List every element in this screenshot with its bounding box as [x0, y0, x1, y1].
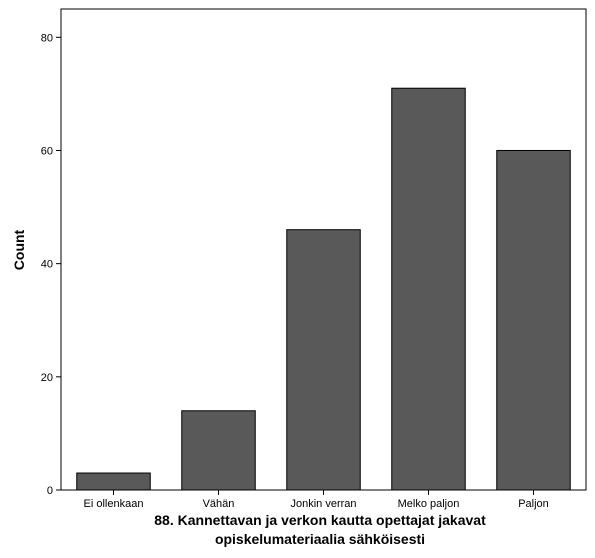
x-tick-label: Jonkin verran	[290, 498, 356, 510]
x-axis-title-line-2: opiskelumateriaalia sähköisesti	[215, 531, 425, 547]
bar	[181, 410, 256, 491]
x-tick-label: Vähän	[203, 498, 235, 510]
x-axis-title-line-1: 88. Kannettavan ja verkon kautta opettaj…	[154, 512, 486, 528]
y-tick-label: 80	[41, 32, 53, 44]
y-tick-label: 0	[47, 485, 53, 497]
y-axis: 0 20 40 60 80	[41, 32, 61, 497]
x-axis: Ei ollenkaan Vähän Jonkin verran Melko palj…	[84, 490, 549, 510]
y-tick-label: 20	[41, 372, 53, 384]
x-tick-label: Melko paljon	[398, 498, 460, 510]
y-tick-label: 60	[41, 145, 53, 157]
bar	[286, 229, 361, 491]
bar	[496, 149, 571, 491]
y-axis-title: Count	[11, 229, 27, 270]
bar	[391, 87, 466, 491]
bars	[76, 87, 571, 491]
x-tick-label: Ei ollenkaan	[84, 498, 144, 510]
x-tick-label: Paljon	[518, 498, 549, 510]
y-tick-label: 40	[41, 259, 53, 271]
bar	[76, 472, 151, 491]
